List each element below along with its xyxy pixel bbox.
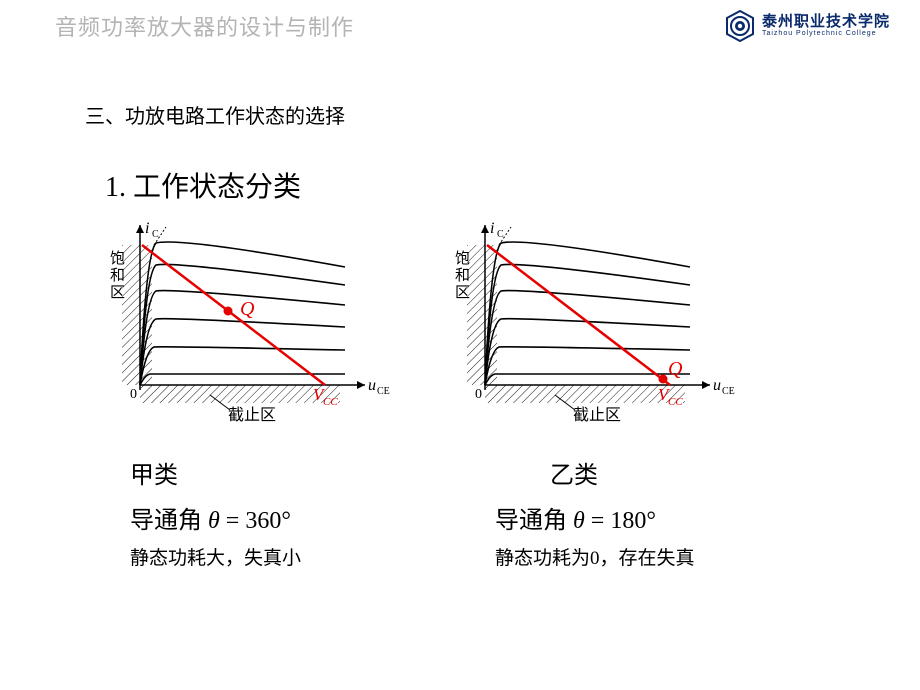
class-a-angle: 导通角 θ = 360° [130,500,430,535]
svg-text:0: 0 [475,387,482,402]
class-a-text: 甲类 导通角 θ = 360° 静态功耗大，失真小 [130,455,430,570]
class-b-desc: 静态功耗为0，存在失真 [495,543,795,570]
svg-text:区: 区 [455,285,470,301]
class-b-angle: 导通角 θ = 180° [495,500,795,535]
angle-prefix-a: 导通角 [130,508,202,534]
svg-text:C: C [497,229,504,240]
theta-b: θ [573,508,591,534]
svg-text:CC: CC [323,396,338,408]
svg-text:饱: 饱 [110,250,125,267]
svg-text:Q: Q [668,358,683,380]
svg-text:Q: Q [240,298,255,320]
angle-val-b: = 180° [591,508,656,534]
college-logo-icon [724,10,756,42]
svg-text:C: C [152,229,159,240]
class-b-text: 乙类 导通角 θ = 180° 静态功耗为0，存在失真 [495,455,795,570]
svg-text:u: u [368,377,376,394]
angle-prefix-b: 导通角 [495,508,567,534]
svg-text:i: i [490,220,494,237]
svg-text:区: 区 [110,285,125,301]
diagram-class-b: Q 0 i C u CE V CC 饱 和 区 截止区 [455,215,735,425]
sub-title: 1. 工作状态分类 [105,165,301,205]
svg-text:CC: CC [668,396,683,408]
svg-text:CE: CE [377,386,390,397]
theta-a: θ [208,508,226,534]
svg-text:CE: CE [722,386,735,397]
svg-text:和: 和 [110,267,125,284]
page-header-title: 音频功率放大器的设计与制作 [55,10,354,42]
class-b-label: 乙类 [550,455,795,490]
svg-text:饱: 饱 [455,250,470,267]
section-title: 三、功放电路工作状态的选择 [85,100,345,129]
diagram-class-a: Q 0 i C u CE V CC 饱 和 区 截止区 [110,215,390,425]
angle-val-a: = 360° [226,508,291,534]
class-a-label: 甲类 [130,455,430,490]
svg-text:i: i [145,220,149,237]
svg-text:截止区: 截止区 [573,406,621,424]
college-name-en: Taizhou Polytechnic College [762,30,890,38]
svg-text:0: 0 [130,387,137,402]
college-name-cn: 泰州职业技术学院 [762,14,890,31]
class-a-desc: 静态功耗大，失真小 [130,543,430,570]
college-logo-block: 泰州职业技术学院 Taizhou Polytechnic College [724,10,890,42]
svg-text:和: 和 [455,267,470,284]
svg-text:截止区: 截止区 [228,406,276,424]
svg-text:u: u [713,377,721,394]
